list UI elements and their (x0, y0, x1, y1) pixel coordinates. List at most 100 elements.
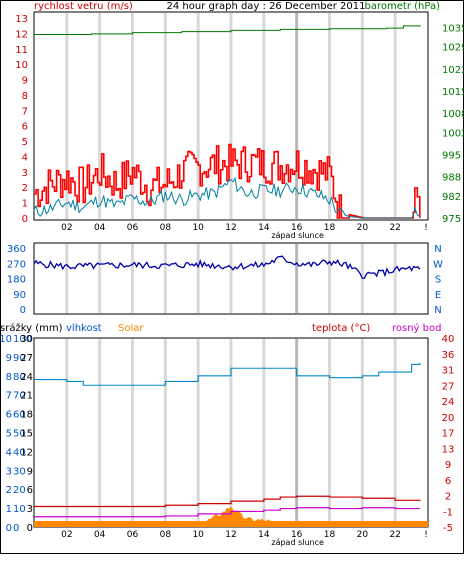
x-tick: 22 (389, 530, 400, 540)
temp-tick: 40 (442, 334, 455, 345)
x-tick: 02 (61, 223, 72, 233)
baro-tick: 982 (442, 192, 461, 203)
baro-tick: 1035 (442, 24, 464, 35)
temp-series (34, 495, 421, 508)
humidity-tick: 90 (13, 353, 26, 364)
humidity-tick: 70 (13, 391, 26, 402)
humidity-tick: 80 (13, 372, 26, 383)
compass-label: E (435, 290, 441, 301)
x-tick-end: ! (424, 223, 428, 233)
baro-tick: 1008 (442, 109, 464, 120)
wind-tick: 8 (22, 91, 28, 102)
temp-tick: -1 (443, 507, 453, 518)
wind-tick: 7 (22, 106, 28, 117)
x-tick: 18 (324, 530, 336, 540)
rain-tick: 9 (6, 353, 12, 364)
x-tick: 10 (192, 530, 204, 540)
wind-tick: 6 (22, 122, 28, 133)
rain-tick: 0 (6, 523, 12, 534)
temp-tick: 9 (445, 460, 451, 471)
rain-tick: 1 (6, 504, 12, 515)
temp-tick: 20 (442, 413, 455, 424)
direction-tick: 90 (13, 290, 26, 301)
compass-label: N (434, 305, 441, 316)
scale-tick: 3 (27, 504, 33, 515)
rain-tick: 8 (6, 372, 12, 383)
scale-tick: 6 (27, 485, 33, 496)
temp-label: teplota (°C) (312, 323, 370, 334)
temp-tick: 17 (442, 429, 455, 440)
x-tick-end: ! (424, 530, 428, 540)
temp-tick: 6 (445, 476, 451, 487)
x-tick: 18 (324, 223, 336, 233)
wind-tick: 13 (15, 14, 28, 25)
baro-series (34, 25, 421, 36)
wind-tick: 3 (22, 168, 28, 179)
rain-tick: 4 (6, 447, 12, 458)
temp-tick: 27 (442, 381, 455, 392)
temp-tick: -5 (443, 523, 453, 534)
x-tick: 06 (127, 530, 139, 540)
x-tick: 12 (225, 530, 236, 540)
baro-tick: 1022 (442, 65, 464, 76)
x-tick: 14 (258, 223, 270, 233)
x-tick: 20 (357, 530, 369, 540)
temp-tick: 31 (442, 366, 455, 377)
rain-tick: 3 (6, 466, 12, 477)
direction-tick: 360 (7, 244, 26, 255)
x-tick: 10 (192, 223, 204, 233)
compass-label: W (433, 259, 443, 270)
baro-tick: 975 (442, 214, 461, 225)
wind-tick: 12 (15, 29, 28, 40)
wind-tick: 10 (15, 60, 28, 71)
rain-tick: 7 (6, 391, 12, 402)
scale-tick: 0 (27, 523, 33, 534)
temp-tick: 24 (442, 397, 455, 408)
wind-tick: 5 (22, 137, 28, 148)
chart-title: 24 hour graph day : 26 December 2011 (167, 1, 366, 12)
x-tick: 04 (94, 530, 106, 540)
x-tick: 16 (291, 530, 303, 540)
direction-series (33, 255, 421, 279)
compass-label: N (434, 244, 441, 255)
temp-tick: 36 (442, 350, 455, 361)
temp-tick: 13 (442, 444, 455, 455)
humidity-tick: 60 (13, 410, 26, 421)
wind-tick: 0 (22, 214, 28, 225)
humidity-series (34, 362, 421, 386)
scale-tick: 24 (20, 372, 33, 383)
dew-series (34, 507, 420, 518)
scale-tick: 27 (20, 353, 33, 364)
scale-tick: 9 (27, 466, 33, 477)
rain-tick: 2 (6, 485, 12, 496)
humidity-tick: 10 (13, 504, 26, 515)
solar-area (34, 506, 428, 527)
baro-axis-label: barometr (hPa) (365, 1, 441, 12)
humidity-tick: 20 (13, 485, 26, 496)
direction-tick: 180 (7, 275, 26, 286)
scale-tick: 21 (20, 391, 33, 402)
rain-tick: 5 (6, 429, 12, 440)
x-tick: 08 (160, 530, 172, 540)
humidity-tick: 40 (13, 447, 26, 458)
direction-tick: 0 (20, 305, 26, 316)
humidity-label: vlhkost (66, 323, 102, 334)
wind-tick: 11 (15, 45, 28, 56)
wind-tick: 4 (22, 152, 28, 163)
x-tick: 04 (94, 223, 106, 233)
x-tick: 02 (61, 530, 72, 540)
solar-label: Solar (118, 323, 144, 334)
sunset-label: západ slunce (271, 538, 324, 547)
scale-tick: 12 (20, 447, 33, 458)
x-tick: 22 (389, 223, 400, 233)
rain-label: srážky (mm) (0, 322, 63, 334)
x-tick: 08 (160, 223, 172, 233)
baro-tick: 995 (442, 151, 461, 162)
scale-tick: 15 (20, 429, 33, 440)
sunset-label: západ slunce (271, 231, 324, 240)
rain-tick: 6 (6, 410, 12, 421)
humidity-tick: 100 (13, 334, 32, 345)
baro-tick: 1015 (442, 87, 464, 98)
scale-tick: 30 (20, 334, 33, 345)
